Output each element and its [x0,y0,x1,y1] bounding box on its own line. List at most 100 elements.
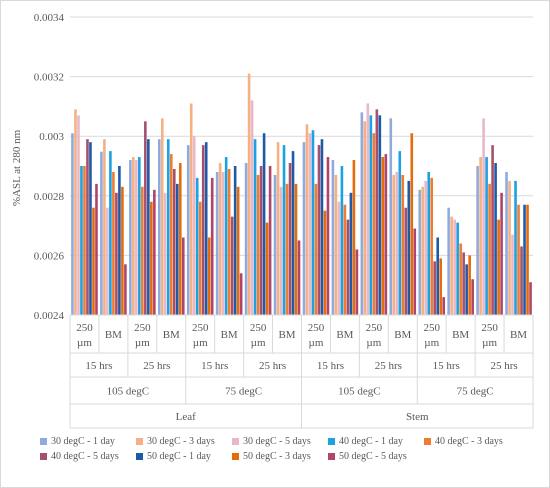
bar [250,100,254,315]
legend-item: 30 degC - 3 days [136,436,232,447]
bar [265,222,269,315]
legend-item: 50 degC - 3 days [232,451,328,462]
category-label-line: 250 [134,322,151,334]
bar [514,180,517,315]
category-label: 25 hrs [259,360,286,372]
bar [349,192,353,315]
legend-swatch [328,438,335,445]
bar [129,160,132,315]
bar [355,249,359,315]
bar [360,112,364,315]
category-label-line: 250 [76,322,93,334]
bar [224,157,228,315]
legend-item: 40 degC - 1 day [328,436,424,447]
bar [297,240,301,315]
bar [118,166,121,315]
bar [288,163,292,315]
bar [166,139,170,315]
bar [153,189,156,315]
x-axis-categories: 250 µm BM 250 µm BM 250 µm BM 250 µm BM 250 µm BM 250 µm… [69,314,534,429]
bar [95,183,98,315]
bar [424,180,428,315]
bar [331,160,335,315]
legend: 30 degC - 1 day 30 degC - 3 days 30 degC -… [40,436,530,462]
bar [476,166,479,315]
bar [198,201,202,315]
category-label: 105 degC [338,386,380,398]
category-label-line: µm [309,337,324,349]
bar [497,219,500,315]
bar [92,207,95,315]
legend-label: 30 degC - 1 day [51,436,115,447]
category-label-line: 250 [481,322,498,334]
bar [291,151,295,315]
bar [89,142,92,315]
y-tick-label: 0.0026 [34,250,65,262]
bar [427,171,431,315]
legend-label: 30 degC - 3 days [147,436,215,447]
bar [384,154,388,315]
bar [144,121,147,315]
bar [407,180,411,315]
bar [294,183,298,315]
bar [413,228,417,315]
bars [71,73,532,316]
bar [80,166,83,315]
bar [239,273,243,315]
bar [273,174,277,315]
bar [494,163,497,315]
category-label: BM [221,329,238,341]
bar [430,177,434,315]
bar [529,282,532,315]
legend-item: 40 degC - 3 days [424,436,520,447]
category-label: 15 hrs [201,360,228,372]
bar [259,166,263,315]
bar [326,157,330,315]
bar [352,160,356,315]
bar [276,142,280,315]
legend-label: 50 degC - 5 days [339,451,407,462]
bar [453,219,456,315]
bar [204,142,208,315]
legend-label: 30 degC - 5 days [243,436,311,447]
bar [302,142,306,315]
category-label: 15 hrs [317,360,344,372]
bar [311,130,315,315]
bar [485,157,488,315]
bar [450,216,453,315]
category-label: 75 degC [225,386,262,398]
bar [366,103,370,315]
bar [218,163,222,315]
bar [169,154,173,315]
bar [482,118,485,315]
bar [320,139,324,315]
y-axis-ticks: 0.0024 0.0026 0.0028 0.003 0.0032 0.0034 [34,12,65,322]
bar [138,157,141,315]
bar [181,237,185,315]
bar [401,174,405,315]
bar [189,103,193,315]
category-label: BM [336,329,353,341]
legend-label: 40 degC - 5 days [51,451,119,462]
bar [456,222,459,315]
category-label-line: 250 [423,322,440,334]
legend-swatch [328,453,335,460]
bar [175,183,179,315]
bar [71,133,74,315]
bar [337,201,341,315]
bar [526,204,529,315]
bar [157,139,161,315]
category-label-line: µm [135,337,150,349]
category-label-line: µm [77,337,92,349]
bar [115,192,118,315]
legend-label: 40 degC - 3 days [435,436,503,447]
bar [230,216,234,315]
category-label-line: µm [251,337,266,349]
bar [210,177,214,315]
category-label: 75 degC [457,386,494,398]
bar [282,145,286,315]
legend-label: 50 degC - 1 day [147,451,211,462]
bar [236,186,240,315]
bar [468,255,471,315]
